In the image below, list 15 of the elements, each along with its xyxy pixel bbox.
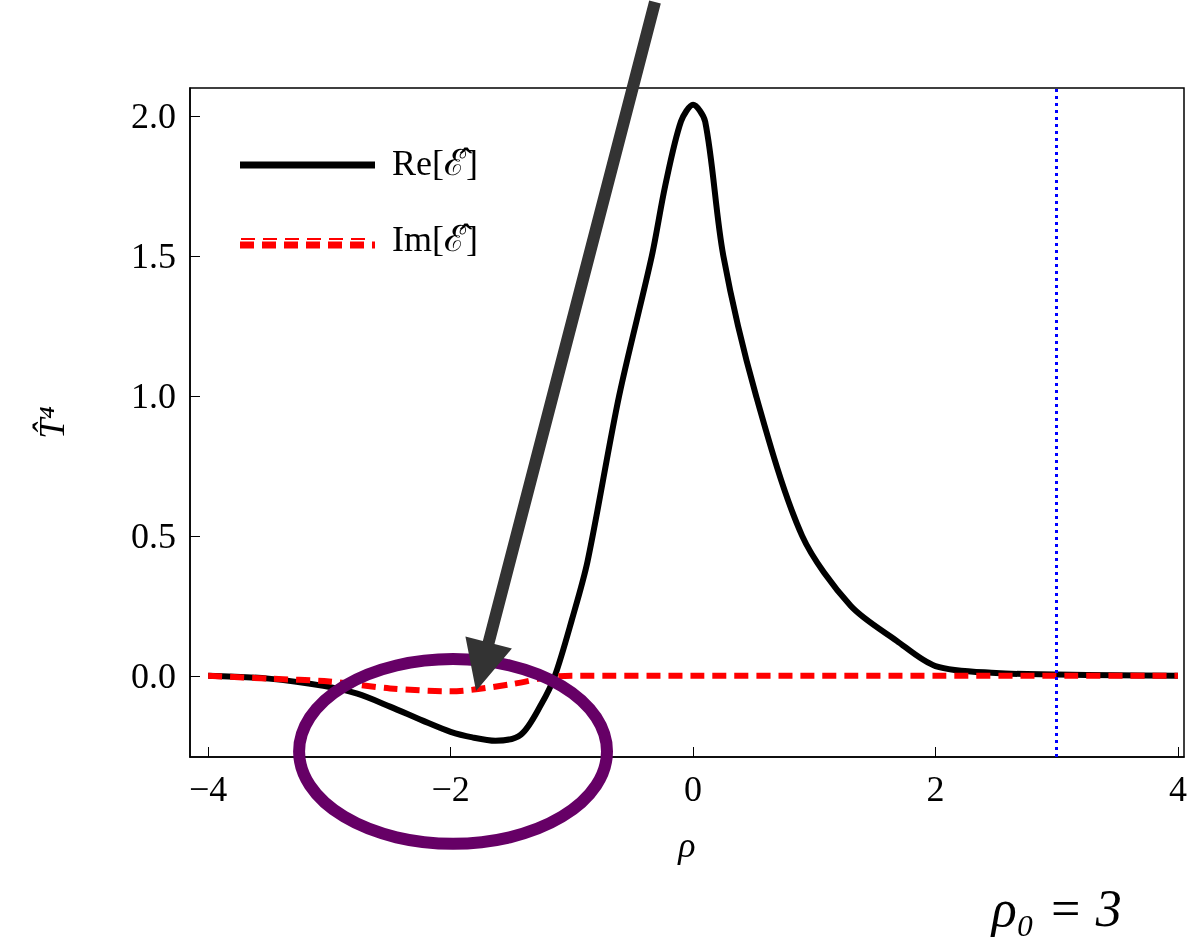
- x-tick-label: 4: [1168, 769, 1187, 809]
- legend-label: Re[ℰ̂]: [392, 143, 478, 183]
- y-tick-label: 2.0: [131, 95, 176, 136]
- y-tick-label: 1.5: [131, 235, 176, 276]
- x-axis-title: ρ: [677, 825, 696, 865]
- y-tick-label: 0.5: [131, 515, 176, 556]
- x-tick-label: −2: [431, 769, 470, 809]
- y-tick-label: 0.0: [131, 655, 176, 696]
- ref-line-label: ρ₀ = 3: [989, 879, 1122, 937]
- x-tick-label: −4: [189, 769, 228, 809]
- legend-label: Im[ℰ̂]: [392, 219, 478, 259]
- y-axis-title: T̂⁴: [32, 406, 72, 439]
- x-tick-label: 0: [684, 769, 703, 809]
- y-tick-label: 1.0: [131, 375, 176, 416]
- x-tick-label: 2: [926, 769, 945, 809]
